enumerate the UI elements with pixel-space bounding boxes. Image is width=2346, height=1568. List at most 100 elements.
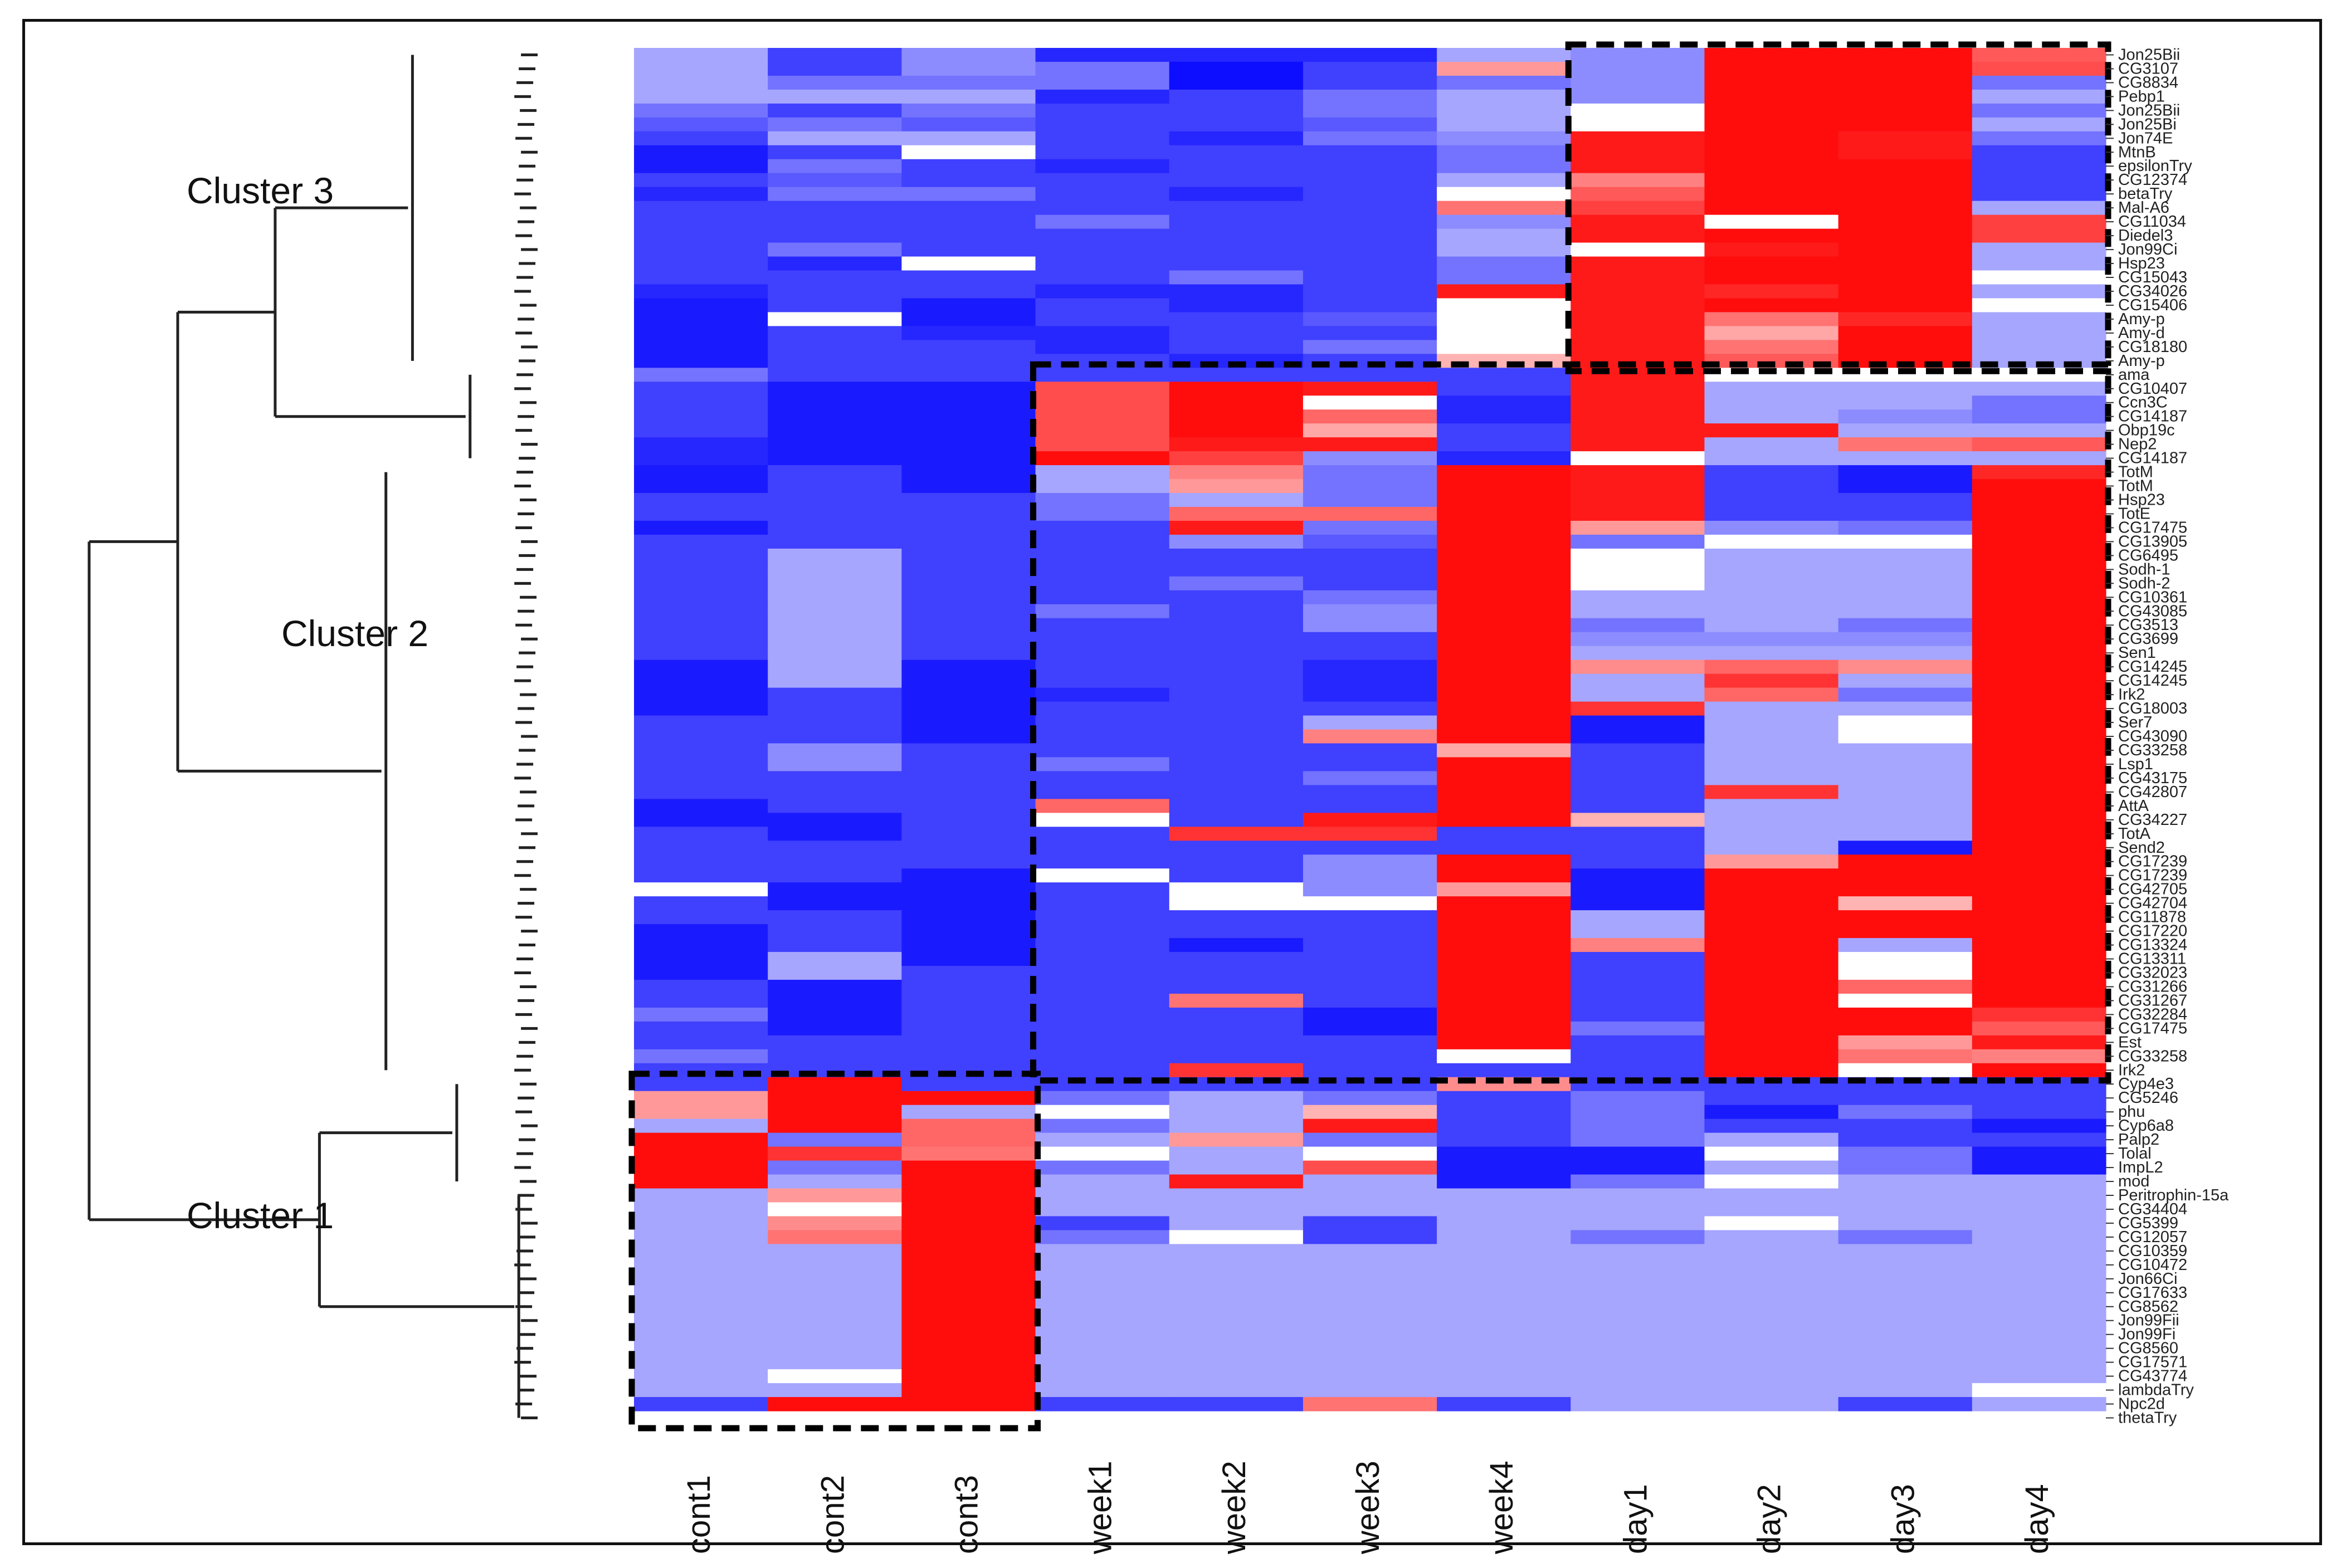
heatmap-cell bbox=[901, 382, 1036, 396]
heatmap-cell bbox=[1570, 382, 1705, 396]
heatmap-cell bbox=[1704, 785, 1839, 799]
cluster-box bbox=[628, 1071, 1041, 1432]
heatmap-cell bbox=[1972, 242, 2106, 257]
heatmap-cell bbox=[1303, 1286, 1437, 1300]
heatmap-cell bbox=[1303, 214, 1437, 229]
gene-label: Jon99Fi bbox=[2118, 1326, 2176, 1344]
heatmap-cell bbox=[634, 242, 768, 257]
heatmap-cell bbox=[1035, 1132, 1170, 1147]
heatmap-cell bbox=[1169, 590, 1304, 605]
heatmap-cell bbox=[1437, 312, 1571, 326]
heatmap-cell bbox=[1035, 1355, 1170, 1370]
heatmap-cell bbox=[1838, 701, 1973, 716]
gene-label: CG34227 bbox=[2118, 811, 2187, 829]
heatmap-cell bbox=[901, 1286, 1036, 1300]
heatmap-cell bbox=[1303, 687, 1437, 702]
heatmap-cell bbox=[634, 1077, 768, 1092]
heatmap-cell bbox=[634, 1341, 768, 1356]
heatmap-cell bbox=[1838, 1132, 1973, 1147]
heatmap-cell bbox=[1838, 1300, 1973, 1314]
heatmap-cell bbox=[1838, 89, 1973, 104]
heatmap-cell bbox=[1169, 1341, 1304, 1356]
heatmap-cell bbox=[768, 1244, 902, 1258]
heatmap-cell bbox=[1035, 326, 1170, 340]
heatmap-cell bbox=[1972, 534, 2106, 549]
heatmap-cell bbox=[1437, 242, 1571, 257]
gene-label: CG42705 bbox=[2118, 881, 2187, 898]
heatmap-cell bbox=[768, 799, 902, 813]
heatmap-cell bbox=[1704, 256, 1839, 271]
heatmap-cell bbox=[1437, 687, 1571, 702]
heatmap-cell bbox=[1704, 646, 1839, 661]
heatmap-cell bbox=[1303, 701, 1437, 716]
heatmap-cell bbox=[634, 827, 768, 841]
heatmap-cell bbox=[1169, 1369, 1304, 1384]
heatmap-cell bbox=[1704, 270, 1839, 285]
heatmap-cell bbox=[1169, 729, 1304, 744]
heatmap-cell bbox=[768, 159, 902, 174]
heatmap-cell bbox=[1303, 1007, 1437, 1022]
heatmap-cell bbox=[901, 1244, 1036, 1258]
heatmap-cell bbox=[1035, 173, 1170, 188]
heatmap-cell bbox=[1972, 1174, 2106, 1189]
heatmap-cell bbox=[901, 201, 1036, 216]
heatmap-cell bbox=[1570, 312, 1705, 326]
heatmap-cell bbox=[1035, 966, 1170, 980]
heatmap-cell bbox=[1169, 660, 1304, 675]
column-label: day1 bbox=[1617, 1484, 1654, 1554]
heatmap-cell bbox=[634, 1049, 768, 1064]
heatmap-cell bbox=[1303, 1258, 1437, 1272]
heatmap-cell bbox=[634, 1244, 768, 1258]
column-label: cont1 bbox=[681, 1475, 717, 1554]
heatmap-cell bbox=[901, 145, 1036, 160]
heatmap-cell bbox=[1972, 75, 2106, 90]
gene-label: CG13324 bbox=[2118, 936, 2187, 954]
heatmap-cell bbox=[1704, 451, 1839, 466]
heatmap-cell bbox=[768, 618, 902, 633]
heatmap-cell bbox=[901, 799, 1036, 813]
heatmap-cell bbox=[768, 1160, 902, 1175]
heatmap-cell bbox=[1169, 1091, 1304, 1106]
gene-label: Cyp4e3 bbox=[2118, 1075, 2174, 1093]
heatmap-cell bbox=[768, 1091, 902, 1106]
gene-label: CG14245 bbox=[2118, 658, 2187, 676]
heatmap-cell bbox=[1972, 938, 2106, 952]
heatmap-cell bbox=[634, 548, 768, 563]
heatmap-cell bbox=[1303, 979, 1437, 994]
heatmap-cell bbox=[1704, 103, 1839, 118]
heatmap-cell bbox=[901, 284, 1036, 299]
heatmap-cell bbox=[1035, 451, 1170, 466]
heatmap-cell bbox=[1035, 896, 1170, 911]
heatmap-cell bbox=[1303, 1091, 1437, 1106]
heatmap-cell bbox=[901, 326, 1036, 340]
heatmap-cell bbox=[1035, 89, 1170, 104]
heatmap-cell bbox=[1303, 827, 1437, 841]
heatmap-cell bbox=[1035, 479, 1170, 494]
heatmap-cell bbox=[1972, 966, 2106, 980]
heatmap-cell bbox=[1838, 423, 1973, 438]
heatmap-cell bbox=[1303, 312, 1437, 326]
heatmap-cell bbox=[1437, 618, 1571, 633]
heatmap-cell bbox=[1838, 799, 1973, 813]
heatmap-cell bbox=[634, 89, 768, 104]
heatmap-cell bbox=[1169, 395, 1304, 410]
heatmap-cell bbox=[1972, 1188, 2106, 1203]
heatmap-cell bbox=[1704, 48, 1839, 62]
heatmap-cell bbox=[1838, 771, 1973, 785]
heatmap-cell bbox=[1972, 131, 2106, 146]
heatmap-cell bbox=[1570, 1174, 1705, 1189]
heatmap-cell bbox=[1437, 757, 1571, 772]
heatmap-cell bbox=[1704, 562, 1839, 577]
heatmap-cell bbox=[901, 1160, 1036, 1175]
heatmap-cell bbox=[1303, 1021, 1437, 1036]
heatmap-cell bbox=[901, 1021, 1036, 1036]
heatmap-cell bbox=[1570, 1118, 1705, 1134]
gene-label: ama bbox=[2118, 366, 2150, 384]
heatmap-cell bbox=[1972, 1160, 2106, 1175]
heatmap-cell bbox=[768, 715, 902, 730]
heatmap-cell bbox=[1838, 507, 1973, 521]
heatmap-cell bbox=[1169, 1049, 1304, 1064]
heatmap-cell bbox=[634, 771, 768, 785]
heatmap-cell bbox=[1035, 604, 1170, 619]
heatmap-cell bbox=[1838, 660, 1973, 675]
